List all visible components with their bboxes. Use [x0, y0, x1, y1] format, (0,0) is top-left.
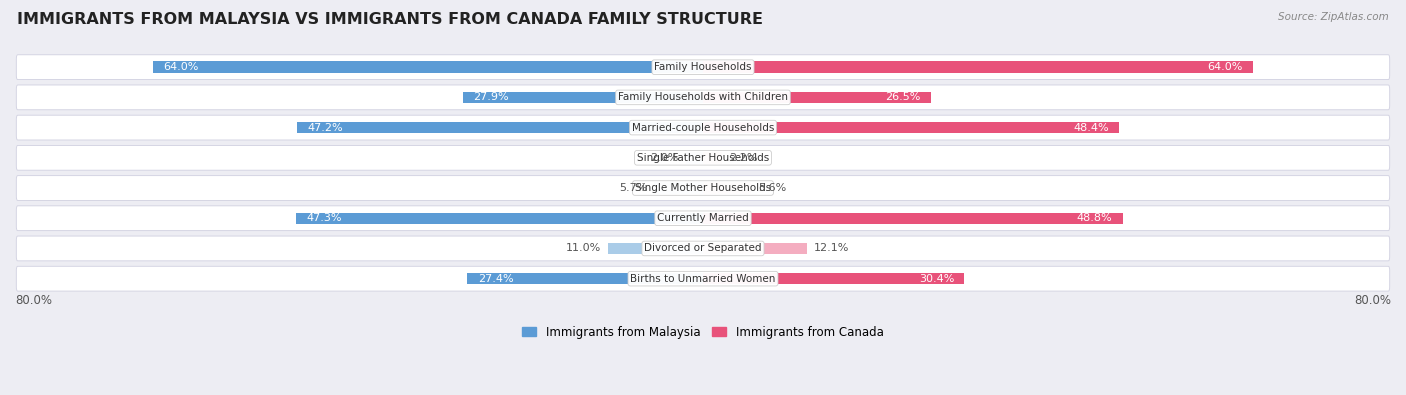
Text: Family Households with Children: Family Households with Children — [619, 92, 787, 102]
Text: IMMIGRANTS FROM MALAYSIA VS IMMIGRANTS FROM CANADA FAMILY STRUCTURE: IMMIGRANTS FROM MALAYSIA VS IMMIGRANTS F… — [17, 12, 763, 27]
Text: Divorced or Separated: Divorced or Separated — [644, 243, 762, 254]
Text: Source: ZipAtlas.com: Source: ZipAtlas.com — [1278, 12, 1389, 22]
Text: 80.0%: 80.0% — [1354, 294, 1391, 307]
Text: 26.5%: 26.5% — [886, 92, 921, 102]
Text: 48.4%: 48.4% — [1073, 122, 1109, 133]
Text: Family Households: Family Households — [654, 62, 752, 72]
Bar — [703, 182, 751, 194]
Bar — [703, 273, 965, 284]
Text: 30.4%: 30.4% — [918, 274, 955, 284]
Text: Single Mother Households: Single Mother Households — [636, 183, 770, 193]
Bar — [703, 122, 1119, 134]
Text: 80.0%: 80.0% — [15, 294, 52, 307]
Bar — [153, 62, 703, 73]
Text: Single Father Households: Single Father Households — [637, 153, 769, 163]
FancyBboxPatch shape — [17, 236, 1389, 261]
Text: 11.0%: 11.0% — [567, 243, 602, 254]
Text: 12.1%: 12.1% — [814, 243, 849, 254]
Text: 47.3%: 47.3% — [307, 213, 342, 223]
Text: 5.6%: 5.6% — [758, 183, 786, 193]
Bar — [467, 273, 703, 284]
Text: 64.0%: 64.0% — [1208, 62, 1243, 72]
Bar — [703, 152, 721, 164]
Text: 2.0%: 2.0% — [651, 153, 679, 163]
Text: Married-couple Households: Married-couple Households — [631, 122, 775, 133]
Bar — [703, 92, 931, 103]
FancyBboxPatch shape — [17, 85, 1389, 110]
Bar — [654, 182, 703, 194]
Text: Births to Unmarried Women: Births to Unmarried Women — [630, 274, 776, 284]
FancyBboxPatch shape — [17, 176, 1389, 200]
Bar — [463, 92, 703, 103]
Bar — [609, 243, 703, 254]
Text: 27.9%: 27.9% — [474, 92, 509, 102]
Text: 27.4%: 27.4% — [478, 274, 513, 284]
Bar — [703, 243, 807, 254]
FancyBboxPatch shape — [17, 55, 1389, 79]
Text: Currently Married: Currently Married — [657, 213, 749, 223]
Text: 2.2%: 2.2% — [728, 153, 758, 163]
Bar — [297, 122, 703, 134]
Bar — [686, 152, 703, 164]
Bar — [297, 213, 703, 224]
FancyBboxPatch shape — [17, 145, 1389, 170]
Text: 47.2%: 47.2% — [308, 122, 343, 133]
FancyBboxPatch shape — [17, 266, 1389, 291]
Bar — [703, 213, 1122, 224]
FancyBboxPatch shape — [17, 206, 1389, 231]
Bar — [703, 62, 1253, 73]
Text: 5.7%: 5.7% — [619, 183, 647, 193]
Legend: Immigrants from Malaysia, Immigrants from Canada: Immigrants from Malaysia, Immigrants fro… — [517, 321, 889, 343]
Text: 64.0%: 64.0% — [163, 62, 198, 72]
FancyBboxPatch shape — [17, 115, 1389, 140]
Text: 48.8%: 48.8% — [1077, 213, 1112, 223]
